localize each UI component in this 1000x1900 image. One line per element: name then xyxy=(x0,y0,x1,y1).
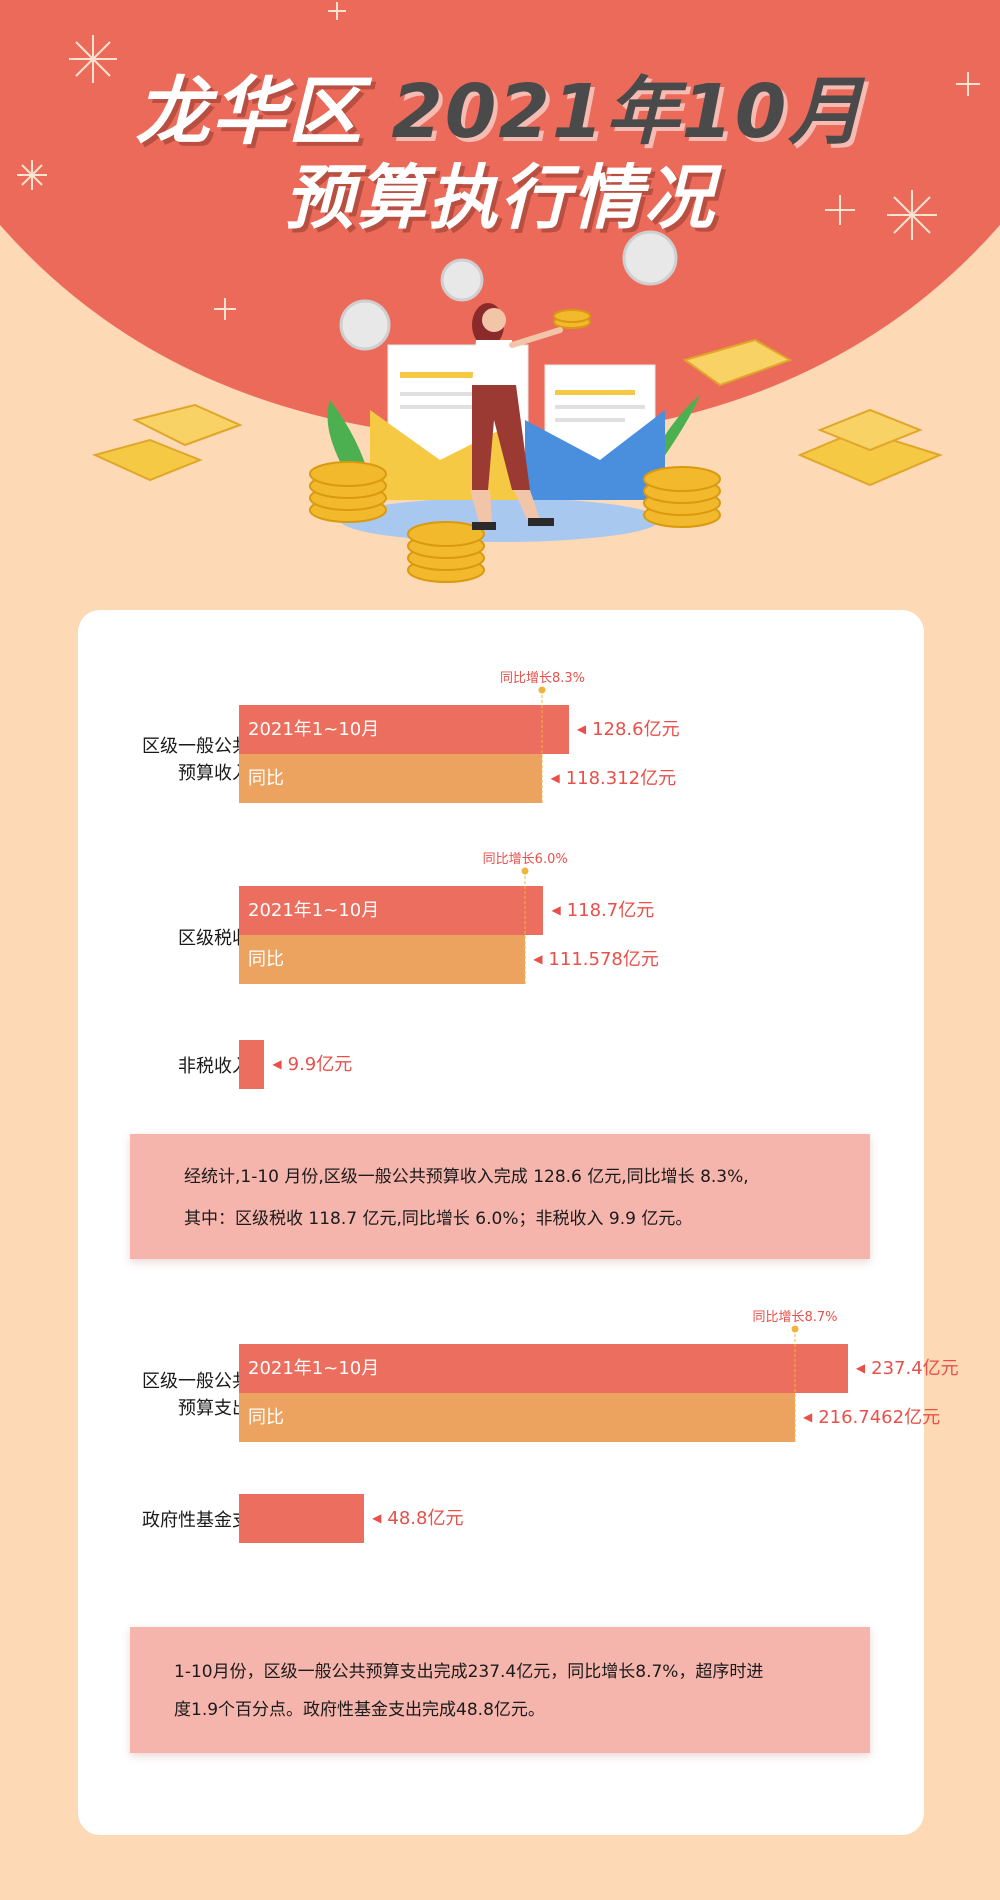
header-banner: 龙华区 2021年10月 预算执行情况 xyxy=(0,0,1000,600)
leaf-icon xyxy=(327,400,370,480)
caret-left-icon: ◀ xyxy=(272,1057,282,1071)
series-label: 2021年1~10月 xyxy=(248,719,380,740)
caret-left-icon: ◀ xyxy=(550,771,560,785)
series-label: 同比 xyxy=(248,768,284,789)
growth-annotation: 同比增长8.3% xyxy=(499,671,585,686)
silver-coin-icon xyxy=(339,230,678,351)
data-label-text: 118.7亿元 xyxy=(566,900,655,921)
note-line: 度1.9个百分点。政府性基金支出完成48.8亿元。 xyxy=(174,1700,545,1720)
data-label: ◀ 216.7462亿元 xyxy=(803,1393,940,1442)
title-period: 2021年10月 xyxy=(391,69,865,155)
data-label-text: 216.7462亿元 xyxy=(818,1407,941,1428)
growth-marker-line xyxy=(541,690,543,803)
bar-current xyxy=(239,886,544,935)
category-label-line: 区级一般公共 xyxy=(142,1371,250,1392)
bar-previous xyxy=(239,754,543,803)
data-label: ◀ 118.7亿元 xyxy=(551,886,654,935)
caret-left-icon: ◀ xyxy=(855,1361,866,1375)
data-label: ◀ 48.8亿元 xyxy=(372,1494,463,1543)
series-label: 2021年1~10月 xyxy=(248,1358,380,1379)
category-label-line: 预算支出 xyxy=(178,1398,250,1419)
page-subtitle: 预算执行情况 xyxy=(284,157,716,239)
data-label: ◀ 118.312亿元 xyxy=(550,754,676,803)
header-illustration xyxy=(0,0,1000,583)
caret-left-icon: ◀ xyxy=(576,722,587,736)
growth-marker-line xyxy=(524,871,526,984)
data-label-text: 128.6亿元 xyxy=(592,719,680,740)
category-label: 区级税收 xyxy=(178,928,250,949)
category-label: 区级一般公共 预算收入 xyxy=(100,733,250,787)
category-label: 政府性基金支 xyxy=(142,1510,250,1531)
series-label: 同比 xyxy=(248,949,284,970)
category-label-line: 预算收入 xyxy=(178,763,250,784)
note-line: 经统计,1-10 月份,区级一般公共预算收入完成 128.6 亿元,同比增长 8… xyxy=(184,1167,749,1187)
category-label: 区级一般公共 预算支出 xyxy=(100,1368,250,1422)
data-label-text: 111.578亿元 xyxy=(548,949,659,970)
header-arc xyxy=(0,0,1000,440)
growth-annotation: 同比增长6.0% xyxy=(482,852,568,867)
title-region: 龙华区 xyxy=(135,69,364,155)
data-label: ◀ 111.578亿元 xyxy=(533,935,659,984)
data-label-text: 237.4亿元 xyxy=(871,1358,959,1379)
note-line: 其中：区级税收 118.7 亿元,同比增长 6.0%；非税收入 9.9 亿元。 xyxy=(184,1209,693,1229)
data-label: ◀ 128.6亿元 xyxy=(577,705,680,754)
bar-previous xyxy=(239,1393,795,1442)
note-line: 1-10月份，区级一般公共预算支出完成237.4亿元，同比增长8.7%，超序时进 xyxy=(174,1662,764,1682)
page-title: 龙华区 2021年10月 xyxy=(0,52,1000,159)
bar-current xyxy=(239,1494,365,1543)
sparkle-icon xyxy=(17,2,980,320)
data-label-text: 118.312亿元 xyxy=(565,768,677,789)
growth-annotation: 同比增长8.7% xyxy=(752,1310,838,1325)
caret-left-icon: ◀ xyxy=(533,952,543,966)
content-card: 区级一般公共 预算收入 区级税收 非税收入 2021年1~10月 同比 2021… xyxy=(78,610,959,1835)
bar-previous xyxy=(239,935,526,984)
category-label: 非税收入 xyxy=(178,1056,250,1077)
expenditure-summary-note: 1-10月份，区级一般公共预算支出完成237.4亿元，同比增长8.7%，超序时进… xyxy=(130,1627,870,1753)
floor-shadow xyxy=(340,498,660,542)
envelope-icon xyxy=(525,410,665,500)
growth-marker-line xyxy=(794,1329,796,1442)
bar-current xyxy=(239,705,569,754)
series-label: 2021年1~10月 xyxy=(248,900,380,921)
category-label-line: 区级一般公共 xyxy=(142,736,250,757)
caret-left-icon: ◀ xyxy=(372,1511,382,1525)
gold-coin-stack-icon xyxy=(309,309,721,583)
series-label: 同比 xyxy=(248,1407,284,1428)
gold-bar-icon xyxy=(92,338,943,487)
revenue-summary-note: 经统计,1-10 月份,区级一般公共预算收入完成 128.6 亿元,同比增长 8… xyxy=(130,1134,870,1259)
data-label-text: 48.8亿元 xyxy=(387,1508,464,1529)
data-label-text: 9.9亿元 xyxy=(287,1054,353,1075)
bar-current xyxy=(239,1344,848,1393)
woman-figure-icon xyxy=(470,303,563,530)
bar-current xyxy=(239,1040,265,1089)
data-label: ◀ 237.4亿元 xyxy=(856,1344,959,1393)
caret-left-icon: ◀ xyxy=(802,1410,813,1424)
caret-left-icon: ◀ xyxy=(551,903,561,917)
data-label: ◀ 9.9亿元 xyxy=(272,1040,352,1089)
